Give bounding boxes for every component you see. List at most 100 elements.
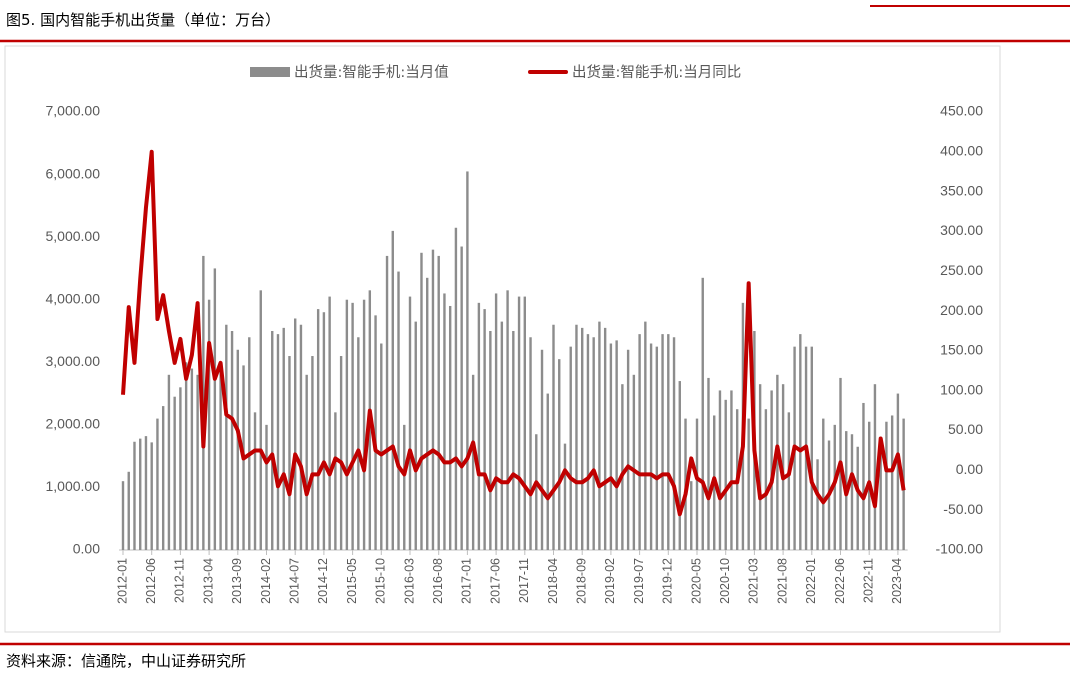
bar — [655, 346, 659, 550]
bar — [489, 331, 492, 550]
y2-tick-label: 400.00 — [940, 143, 983, 159]
bar — [448, 305, 452, 550]
bar — [305, 374, 308, 550]
x-tick-label: 2012-11 — [173, 558, 187, 603]
bar — [603, 327, 607, 550]
bar — [724, 399, 727, 550]
bar — [179, 387, 182, 550]
bar — [431, 249, 435, 550]
legend-label: 出货量:智能手机:当月同比 — [572, 64, 741, 81]
bar — [649, 343, 653, 550]
bar — [581, 327, 584, 550]
bar — [225, 324, 228, 550]
y-tick-label: 2,000.00 — [46, 416, 101, 432]
bar — [345, 299, 349, 550]
bar — [173, 396, 176, 550]
bar — [437, 255, 440, 550]
y2-tick-label: 300.00 — [940, 222, 983, 238]
bar — [506, 290, 509, 550]
bar — [730, 390, 733, 550]
bar — [672, 337, 676, 550]
y2-tick-label: 350.00 — [940, 182, 983, 198]
x-tick-label: 2018-09 — [574, 558, 588, 604]
bar — [408, 296, 412, 550]
bar — [586, 334, 590, 550]
bar — [334, 412, 337, 550]
bar — [328, 296, 331, 550]
bar — [678, 381, 681, 550]
bar — [799, 334, 802, 550]
bar — [644, 321, 647, 550]
x-tick-label: 2021-03 — [747, 558, 761, 604]
y-tick-label: 1,000.00 — [46, 478, 101, 494]
bar — [552, 324, 555, 550]
bar — [414, 321, 417, 550]
bar — [426, 277, 429, 550]
bar — [184, 362, 188, 550]
legend-swatch — [250, 67, 290, 77]
bar — [156, 418, 159, 550]
x-tick-label: 2013-04 — [201, 558, 215, 604]
bar — [219, 362, 222, 550]
bar — [259, 290, 262, 550]
bar — [546, 393, 549, 550]
x-tick-label: 2022-11 — [861, 558, 875, 603]
x-tick-label: 2019-07 — [632, 558, 646, 604]
bar — [626, 349, 630, 550]
bar — [695, 418, 699, 550]
y-tick-label: 7,000.00 — [46, 103, 101, 119]
bar — [764, 409, 768, 550]
bar — [276, 334, 280, 550]
bar — [661, 334, 664, 550]
bar — [569, 346, 572, 550]
bar — [632, 374, 636, 550]
y2-tick-label: 50.00 — [948, 421, 983, 437]
x-tick-label: 2014-12 — [316, 558, 330, 604]
y2-tick-label: 100.00 — [940, 381, 983, 397]
bar — [598, 321, 601, 550]
x-tick-label: 2014-02 — [259, 558, 273, 604]
bar — [271, 331, 274, 550]
y2-tick-label: -50.00 — [943, 501, 983, 517]
bar — [563, 443, 567, 550]
x-tick-label: 2012-01 — [115, 558, 129, 604]
x-tick-label: 2014-07 — [287, 558, 301, 604]
bar — [850, 434, 854, 550]
x-tick-label: 2018-04 — [546, 558, 560, 604]
bar — [150, 442, 153, 550]
x-tick-label: 2022-01 — [804, 558, 818, 604]
bar — [471, 374, 475, 550]
x-tick-label: 2021-08 — [775, 558, 789, 604]
bar — [282, 327, 285, 550]
bar — [374, 315, 377, 550]
y-tick-label: 0.00 — [73, 541, 100, 557]
x-tick-label: 2015-10 — [374, 558, 388, 604]
x-tick-label: 2022-06 — [833, 558, 847, 604]
x-tick-label: 2015-05 — [345, 558, 359, 604]
bar — [397, 271, 400, 550]
bar — [667, 334, 670, 550]
bar — [540, 349, 544, 550]
bar — [816, 459, 819, 550]
bar — [483, 309, 486, 550]
bar — [512, 331, 515, 550]
bar — [701, 277, 704, 550]
x-tick-label: 2023-04 — [890, 558, 904, 604]
bar — [454, 227, 458, 550]
x-tick-label: 2017-06 — [488, 558, 502, 604]
bar — [265, 424, 268, 550]
bar — [230, 331, 234, 550]
bar — [248, 337, 251, 550]
bar — [787, 412, 791, 550]
bar — [494, 293, 498, 550]
bar — [127, 471, 130, 550]
bar — [885, 421, 888, 550]
legend-label: 出货量:智能手机:当月值 — [294, 64, 449, 81]
bar — [615, 340, 618, 550]
bar — [288, 356, 291, 550]
bar — [190, 368, 194, 550]
bar — [822, 418, 825, 550]
bar — [833, 424, 836, 550]
bar — [385, 255, 389, 550]
y-tick-label: 5,000.00 — [46, 228, 101, 244]
